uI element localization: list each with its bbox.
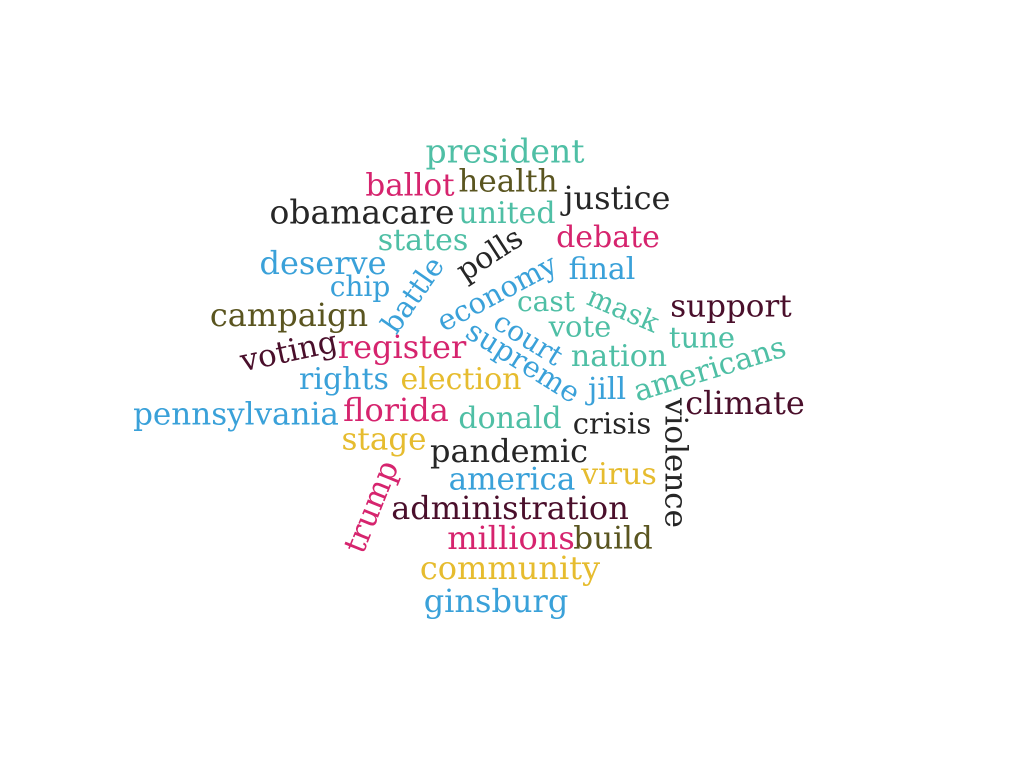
word-states: states — [377, 223, 469, 258]
word-nation: nation — [570, 339, 668, 374]
word-president: president — [425, 131, 585, 171]
word-debate: debate — [556, 220, 660, 255]
word-tune: tune — [668, 320, 736, 355]
word-climate: climate — [685, 384, 805, 422]
word-millions: millions — [447, 519, 575, 557]
word-election: election — [400, 362, 522, 397]
word-ballot: ballot — [365, 167, 455, 204]
word-cast: cast — [517, 285, 575, 318]
word-support: support — [670, 288, 792, 325]
word-community: community — [419, 549, 601, 587]
word-florida: florida — [343, 391, 449, 429]
word-final: final — [568, 252, 636, 287]
word-america: america — [448, 461, 576, 498]
word-health: health — [458, 163, 558, 200]
word-register: register — [337, 328, 467, 366]
word-pandemic: pandemic — [429, 432, 589, 470]
word-virus: virus — [581, 457, 657, 492]
word-donald: donald — [458, 401, 562, 436]
word-campaign: campaign — [209, 296, 369, 334]
word-violence: violence — [657, 397, 694, 529]
word-chip: chip — [329, 270, 391, 303]
word-justice: justice — [563, 179, 671, 217]
word-deserve: deserve — [259, 244, 387, 282]
word-rights: rights — [299, 362, 389, 397]
word-united: united — [458, 196, 556, 231]
word-pennsylvania: pennsylvania — [133, 396, 339, 433]
word-jill: jill — [587, 372, 627, 407]
word-build: build — [573, 520, 653, 557]
word-ginsburg: ginsburg — [423, 582, 569, 620]
word-obamacare: obamacare — [269, 192, 455, 232]
word-crisis: crisis — [572, 406, 652, 441]
word-vote: vote — [548, 309, 612, 344]
word-administration: administration — [391, 489, 629, 527]
word-stage: stage — [341, 421, 427, 458]
